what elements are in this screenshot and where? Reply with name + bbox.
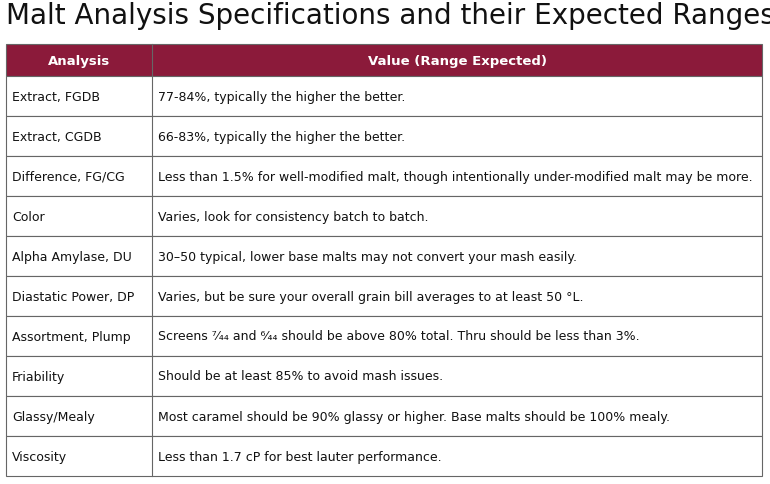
Text: Most caramel should be 90% glassy or higher. Base malts should be 100% mealy.: Most caramel should be 90% glassy or hig… (158, 409, 670, 423)
Text: Screens ⁷⁄₄₄ and ⁶⁄₄₄ should be above 80% total. Thru should be less than 3%.: Screens ⁷⁄₄₄ and ⁶⁄₄₄ should be above 80… (158, 330, 640, 343)
Text: Less than 1.7 cP for best lauter performance.: Less than 1.7 cP for best lauter perform… (158, 450, 442, 463)
Text: Should be at least 85% to avoid mash issues.: Should be at least 85% to avoid mash iss… (158, 370, 443, 383)
Text: Glassy/Mealy: Glassy/Mealy (12, 409, 95, 423)
Bar (6, 276, 762, 317)
Text: Varies, but be sure your overall grain bill averages to at least 50 °L.: Varies, but be sure your overall grain b… (158, 290, 584, 303)
Text: Varies, look for consistency batch to batch.: Varies, look for consistency batch to ba… (158, 210, 428, 223)
Text: 77-84%, typically the higher the better.: 77-84%, typically the higher the better. (158, 91, 405, 103)
Bar (6, 77, 762, 117)
Bar (6, 237, 762, 276)
Bar (6, 197, 762, 237)
Text: Extract, CGDB: Extract, CGDB (12, 130, 102, 143)
Bar (6, 436, 762, 476)
Text: 66-83%, typically the higher the better.: 66-83%, typically the higher the better. (158, 130, 405, 143)
Text: Friability: Friability (12, 370, 65, 383)
Text: Value (Range Expected): Value (Range Expected) (367, 54, 547, 67)
Text: Assortment, Plump: Assortment, Plump (12, 330, 131, 343)
Text: Analysis: Analysis (48, 54, 110, 67)
Bar (6, 356, 762, 396)
Bar (6, 117, 762, 157)
Text: Extract, FGDB: Extract, FGDB (12, 91, 100, 103)
Text: Difference, FG/CG: Difference, FG/CG (12, 170, 125, 183)
Text: Diastatic Power, DP: Diastatic Power, DP (12, 290, 134, 303)
Text: Alpha Amylase, DU: Alpha Amylase, DU (12, 250, 132, 263)
Text: Color: Color (12, 210, 45, 223)
Bar (6, 396, 762, 436)
Bar (6, 45, 762, 77)
Text: Less than 1.5% for well-modified malt, though intentionally under-modified malt : Less than 1.5% for well-modified malt, t… (158, 170, 752, 183)
Text: Malt Analysis Specifications and their Expected Ranges: Malt Analysis Specifications and their E… (6, 2, 770, 30)
Bar (6, 317, 762, 356)
Text: Viscosity: Viscosity (12, 450, 67, 463)
Bar (6, 157, 762, 197)
Text: 30–50 typical, lower base malts may not convert your mash easily.: 30–50 typical, lower base malts may not … (158, 250, 577, 263)
